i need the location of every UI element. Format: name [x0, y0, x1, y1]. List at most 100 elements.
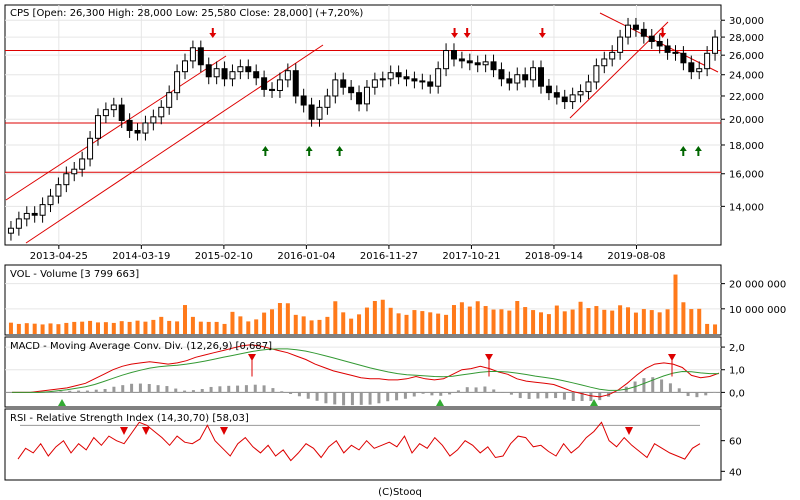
candle-body	[617, 36, 624, 53]
macd-histogram-bar	[359, 392, 363, 405]
volume-bar	[341, 312, 346, 334]
volume-bars	[8, 274, 718, 334]
macd-histogram-bar	[527, 392, 531, 399]
macd-buy-marker	[436, 399, 444, 406]
macd-histogram-bar	[642, 378, 646, 393]
buy-arrow	[305, 146, 313, 156]
macd-histogram-bar	[651, 377, 655, 393]
price-candles	[7, 17, 719, 241]
footer-credit: (C)Stooq	[378, 487, 422, 498]
volume-bar	[301, 316, 306, 334]
macd-sell-marker	[668, 354, 676, 361]
volume-bar	[230, 311, 235, 334]
volume-bar	[8, 322, 13, 334]
volume-bar	[270, 309, 275, 334]
candle-body	[672, 51, 679, 54]
candle-body	[300, 95, 307, 106]
macd-histogram-bar	[677, 388, 681, 393]
volume-bar	[515, 301, 520, 334]
macd-histogram-bar	[668, 383, 672, 393]
macd-histogram-bar	[518, 392, 522, 399]
candle-body	[561, 96, 568, 103]
macd-histogram-bar	[704, 392, 708, 396]
candle-body	[158, 106, 165, 118]
volume-bar	[523, 307, 528, 334]
macd-histogram-bar	[509, 392, 513, 395]
candle-body	[205, 64, 212, 78]
candle-body	[324, 95, 331, 108]
candle-body	[71, 168, 78, 175]
candle-body	[87, 137, 94, 160]
candle-body	[585, 81, 592, 93]
candle-body	[102, 109, 109, 117]
volume-bar	[333, 301, 338, 334]
candle-body	[39, 204, 46, 216]
candle-body	[625, 24, 632, 38]
macd-title: MACD - Moving Average Conv. Div. (12,26,…	[10, 341, 272, 352]
candle-body	[593, 65, 600, 83]
macd-histogram-bar	[218, 386, 222, 393]
candle-body	[197, 47, 204, 66]
candle-body	[276, 79, 283, 91]
candle-body	[237, 66, 244, 73]
macd-panel	[4, 336, 722, 408]
volume-y-tick-label: 20 000 000	[729, 280, 786, 291]
volume-bar	[562, 311, 567, 334]
macd-histogram-bar	[227, 385, 231, 393]
volume-bar	[610, 310, 615, 334]
price-x-tick-label: 2017-10-21	[442, 251, 500, 262]
price-y-tick-label: 24,000	[729, 71, 764, 82]
macd-sell-marker	[485, 354, 493, 361]
candle-body	[435, 68, 442, 87]
macd-histogram-bar	[430, 392, 434, 396]
macd-histogram-bar	[121, 385, 125, 393]
volume-bar	[436, 313, 441, 334]
volume-bar	[325, 316, 330, 334]
macd-histogram-bar	[421, 392, 425, 394]
price-y-tick-label: 22,000	[729, 92, 764, 103]
candle-body	[356, 92, 363, 105]
macd-histogram-bar	[501, 392, 505, 393]
candle-body	[316, 106, 323, 120]
buy-arrow	[694, 146, 702, 156]
volume-bar	[641, 309, 646, 334]
price-x-axis: 2013-04-25 2014-03-19 2015-02-10 2016-01-04…	[30, 245, 666, 262]
macd-grid	[5, 346, 721, 393]
volume-bar	[72, 321, 77, 334]
volume-bar	[95, 322, 100, 334]
volume-bar	[420, 311, 425, 334]
macd-histogram-bar	[68, 390, 72, 393]
price-x-tick-label: 2016-01-04	[277, 251, 335, 262]
volume-title: VOL - Volume [3 799 663]	[10, 269, 139, 280]
volume-bar	[396, 313, 401, 334]
macd-histogram-bar	[147, 384, 151, 393]
macd-histogram	[32, 377, 717, 406]
macd-histogram-bar	[368, 392, 372, 405]
volume-bar	[40, 324, 45, 334]
macd-histogram-bar	[554, 392, 558, 399]
rsi-y-axis: 40 60	[721, 437, 742, 478]
macd-histogram-bar	[77, 390, 81, 393]
rsi-overbought-marker	[220, 427, 228, 435]
volume-bar	[412, 310, 417, 334]
price-x-tick-label: 2016-11-27	[360, 251, 418, 262]
volume-bar	[483, 306, 488, 334]
candle-body	[94, 115, 101, 139]
macd-histogram-bar	[448, 392, 452, 395]
candle-body	[308, 104, 315, 120]
macd-signal-line	[12, 348, 719, 393]
candle-body	[482, 61, 489, 66]
volume-bar	[190, 316, 195, 334]
macd-histogram-bar	[174, 388, 178, 393]
volume-y-axis: 10 000 000 20 000 000	[721, 280, 786, 316]
volume-bar	[198, 321, 203, 334]
candle-body	[261, 77, 268, 90]
candle-body	[221, 68, 228, 80]
volume-bar	[111, 322, 116, 334]
macd-histogram-bar	[412, 392, 416, 397]
candle-body	[419, 80, 426, 83]
price-title: CPS [Open: 26,300 High: 28,000 Low: 25,5…	[10, 8, 363, 19]
volume-bar	[633, 312, 638, 334]
macd-histogram-bar	[686, 392, 690, 397]
candle-body	[632, 24, 639, 30]
